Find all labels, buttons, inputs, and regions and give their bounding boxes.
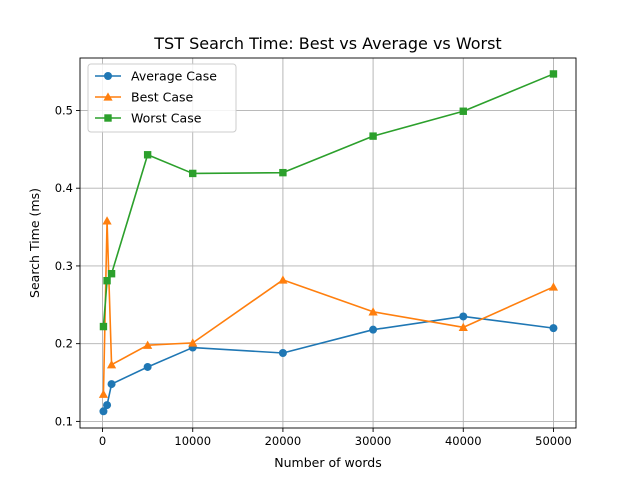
best-case-point <box>548 282 559 291</box>
x-tick-label: 10000 <box>174 434 211 448</box>
legend-label-worst-case: Worst Case <box>131 111 202 126</box>
best-case-series <box>98 216 559 398</box>
average-case-point <box>107 380 116 389</box>
chart-title: TST Search Time: Best vs Average vs Wors… <box>153 34 501 53</box>
worst-case-series <box>99 70 558 331</box>
average-case-series <box>99 312 558 416</box>
average-case-point <box>549 324 558 333</box>
y-tick-label: 0.4 <box>55 181 73 195</box>
worst-case-point <box>459 107 467 115</box>
best-case-point <box>143 340 153 349</box>
worst-case-point <box>99 322 108 331</box>
average-case-point <box>278 348 287 357</box>
legend-marker-best-case <box>103 92 113 101</box>
series-layer <box>98 70 559 416</box>
x-tick-label: 0 <box>99 434 106 448</box>
best-case-point <box>458 322 468 332</box>
x-tick-label: 40000 <box>445 434 482 448</box>
worst-case-point <box>103 276 111 285</box>
best-case-point <box>188 338 198 347</box>
best-case-point <box>102 216 112 225</box>
best-case-point <box>98 389 109 398</box>
worst-case-point <box>189 169 197 178</box>
best-case-point <box>368 307 378 316</box>
legend: Average Case Best Case Worst Case <box>87 63 237 133</box>
average-case-point <box>143 362 152 371</box>
legend-marker-average-case <box>104 72 112 80</box>
legend-label-average-case: Average Case <box>131 69 217 84</box>
y-tick-label: 0.2 <box>55 337 73 351</box>
average-case-point <box>369 325 378 334</box>
worst-case-point <box>549 70 558 78</box>
average-case-point <box>459 312 468 321</box>
best-case-point <box>278 275 288 284</box>
x-tick-label: 20000 <box>265 434 302 448</box>
y-tick-label: 0.3 <box>55 259 73 273</box>
y-tick-label: 0.1 <box>55 414 73 428</box>
x-tick-label: 30000 <box>355 434 392 448</box>
y-tick-label: 0.5 <box>55 103 73 117</box>
x-axis-label: Number of words <box>274 455 381 470</box>
legend-box <box>87 63 237 133</box>
legend-label-best-case: Best Case <box>131 90 194 105</box>
best-case-point <box>106 360 117 369</box>
average-case-point <box>99 407 108 416</box>
worst-case-point <box>107 270 116 278</box>
worst-case-point <box>369 132 377 140</box>
legend-marker-worst-case <box>104 114 112 122</box>
x-axis: 0 10000 20000 30000 40000 50000 <box>99 428 572 448</box>
worst-case-point <box>279 168 287 177</box>
worst-case-point <box>143 151 152 159</box>
y-axis: 0.1 0.2 0.3 0.4 0.5 <box>55 103 80 428</box>
plot-frame <box>79 57 577 429</box>
average-case-point <box>103 401 112 410</box>
x-tick-label: 50000 <box>535 434 572 448</box>
y-axis-label: Search Time (ms) <box>27 188 42 298</box>
